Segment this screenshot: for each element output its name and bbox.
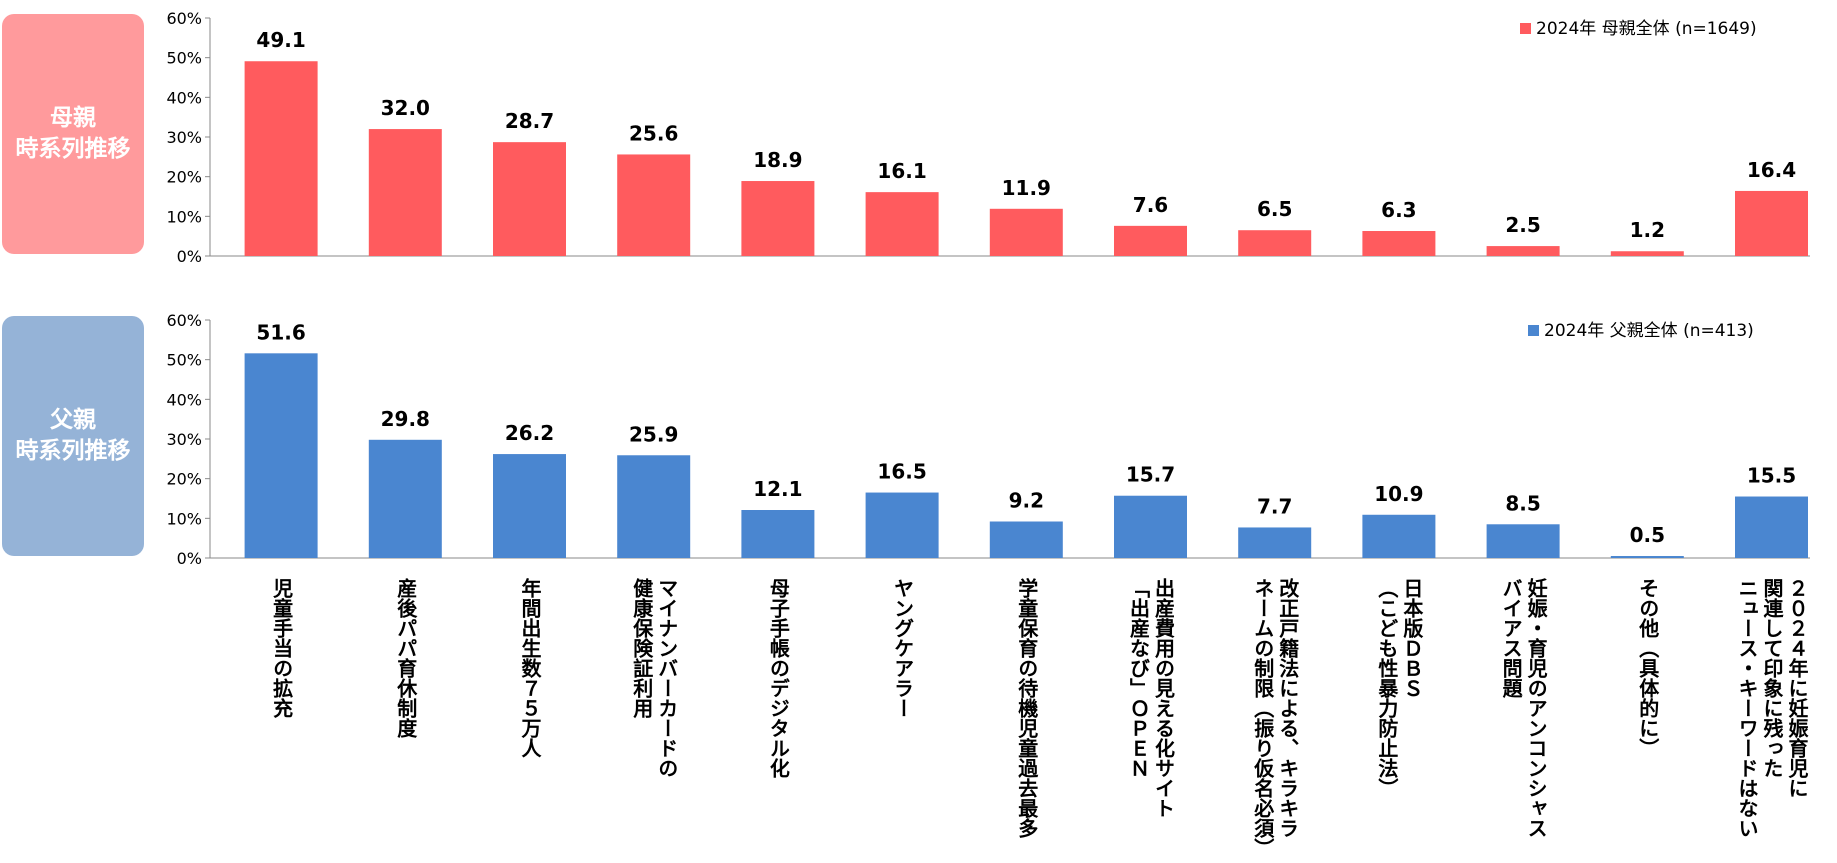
mother-y-tick-label: 20% bbox=[166, 168, 202, 187]
father-bar bbox=[493, 454, 566, 558]
mother-y-tick-label: 10% bbox=[166, 207, 202, 226]
mother-y-tick-label: 30% bbox=[166, 128, 202, 147]
father-data-label: 9.2 bbox=[1009, 489, 1044, 513]
mother-bar bbox=[989, 208, 1063, 256]
mother-data-label: 6.5 bbox=[1257, 197, 1292, 221]
father-y-tick-label: 40% bbox=[166, 390, 202, 409]
father-legend-swatch bbox=[1528, 325, 1539, 336]
father-y-tick-label: 10% bbox=[166, 509, 202, 528]
category-label: 日本版ＤＢＳ （こども性暴力防止法） bbox=[1374, 578, 1424, 798]
father-bar bbox=[865, 492, 939, 558]
mother-data-label: 16.1 bbox=[877, 159, 926, 183]
mother-y-tick-label: 60% bbox=[166, 9, 202, 28]
mother-y-tick-label: 40% bbox=[166, 88, 202, 107]
mother-bar bbox=[1114, 225, 1187, 256]
father-data-label: 16.5 bbox=[877, 460, 926, 484]
category-label: 母子手帳のデジタル化 bbox=[766, 578, 791, 778]
father-bar bbox=[1114, 495, 1187, 558]
mother-bar bbox=[1238, 230, 1312, 256]
father-bar bbox=[617, 455, 691, 558]
mother-data-label: 32.0 bbox=[381, 96, 430, 120]
mother-bar bbox=[1486, 246, 1560, 256]
mother-bar bbox=[1610, 251, 1684, 256]
mother-y-tick-label: 50% bbox=[166, 49, 202, 68]
father-data-label: 10.9 bbox=[1374, 482, 1423, 506]
mother-data-label: 1.2 bbox=[1630, 218, 1665, 242]
category-label: 改正戸籍法による、キラキラ ネームの制限（振り仮名必須） bbox=[1250, 578, 1300, 858]
father-bar bbox=[1362, 514, 1436, 558]
father-bar bbox=[1735, 496, 1808, 558]
mother-data-label: 2.5 bbox=[1505, 213, 1540, 237]
mother-data-label: 11.9 bbox=[1002, 176, 1051, 200]
father-data-label: 12.1 bbox=[753, 477, 802, 501]
category-label: ヤングケアラー bbox=[890, 578, 915, 718]
category-label: 産後パパ育休制度 bbox=[393, 578, 418, 738]
mother-bar bbox=[368, 129, 442, 256]
father-bar bbox=[1238, 527, 1312, 558]
father-legend-text: 2024年 父親全体 (n=413) bbox=[1544, 321, 1754, 341]
father-panel-label: 父親 時系列推移 bbox=[2, 316, 144, 556]
mother-bar bbox=[493, 142, 566, 256]
father-data-label: 7.7 bbox=[1257, 494, 1292, 518]
father-bar bbox=[244, 353, 318, 558]
father-data-label: 8.5 bbox=[1505, 491, 1540, 515]
mother-data-label: 28.7 bbox=[505, 109, 554, 133]
category-label: 学童保育の待機児童過去最多 bbox=[1014, 578, 1039, 838]
category-label: 児童手当の拡充 bbox=[269, 578, 294, 718]
category-label: ２０２４年に妊娠育児に 関連して印象に残った ニュース・キーワードはない bbox=[1735, 578, 1809, 838]
father-bar bbox=[741, 510, 815, 558]
father-bar bbox=[368, 439, 442, 558]
father-data-label: 0.5 bbox=[1630, 523, 1665, 547]
category-label: マイナンバーカードの 健康保険証利用 bbox=[629, 578, 679, 778]
mother-legend-text: 2024年 母親全体 (n=1649) bbox=[1536, 19, 1757, 39]
father-panel-label-line2: 時系列推移 bbox=[15, 438, 131, 464]
mother-panel-label-line1: 母親 bbox=[50, 105, 96, 131]
father-panel-label-line1: 父親 bbox=[50, 407, 96, 433]
mother-data-label: 7.6 bbox=[1133, 193, 1168, 217]
mother-y-tick-label: 0% bbox=[177, 247, 202, 266]
father-data-label: 15.5 bbox=[1747, 464, 1796, 488]
father-y-tick-label: 0% bbox=[177, 549, 202, 568]
father-bar bbox=[989, 521, 1063, 558]
father-data-label: 26.2 bbox=[505, 421, 554, 445]
father-data-label: 29.8 bbox=[381, 407, 430, 431]
father-data-label: 15.7 bbox=[1126, 463, 1175, 487]
mother-bar bbox=[244, 61, 318, 257]
mother-bar bbox=[1735, 190, 1808, 256]
category-label: 年間出生数７５万人 bbox=[518, 578, 542, 758]
mother-data-label: 49.1 bbox=[256, 28, 305, 52]
father-y-tick-label: 50% bbox=[166, 351, 202, 370]
mother-data-label: 25.6 bbox=[629, 121, 678, 145]
category-label: 出産費用の見える化サイト 「出産なび」ＯＰＥＮ bbox=[1126, 578, 1176, 818]
mother-bar bbox=[741, 181, 815, 256]
father-bar bbox=[1486, 524, 1560, 558]
father-y-tick-label: 30% bbox=[166, 430, 202, 449]
mother-legend-swatch bbox=[1520, 23, 1531, 34]
mother-data-label: 18.9 bbox=[753, 148, 802, 172]
father-data-label: 51.6 bbox=[256, 320, 305, 344]
father-y-tick-label: 20% bbox=[166, 470, 202, 489]
mother-data-label: 6.3 bbox=[1381, 198, 1416, 222]
father-y-tick-label: 60% bbox=[166, 311, 202, 330]
mother-bar bbox=[1362, 231, 1436, 256]
father-bar bbox=[1610, 556, 1684, 558]
mother-bar bbox=[865, 192, 939, 256]
mother-bar bbox=[617, 154, 691, 256]
mother-panel-label-line2: 時系列推移 bbox=[15, 136, 131, 162]
mother-panel-label: 母親 時系列推移 bbox=[2, 14, 144, 254]
mother-data-label: 16.4 bbox=[1747, 158, 1796, 182]
father-data-label: 25.9 bbox=[629, 422, 678, 446]
category-label: その他（具体的に） bbox=[1635, 578, 1660, 758]
category-label: 妊娠・育児のアンコンシャス バイアス問題 bbox=[1499, 578, 1549, 838]
